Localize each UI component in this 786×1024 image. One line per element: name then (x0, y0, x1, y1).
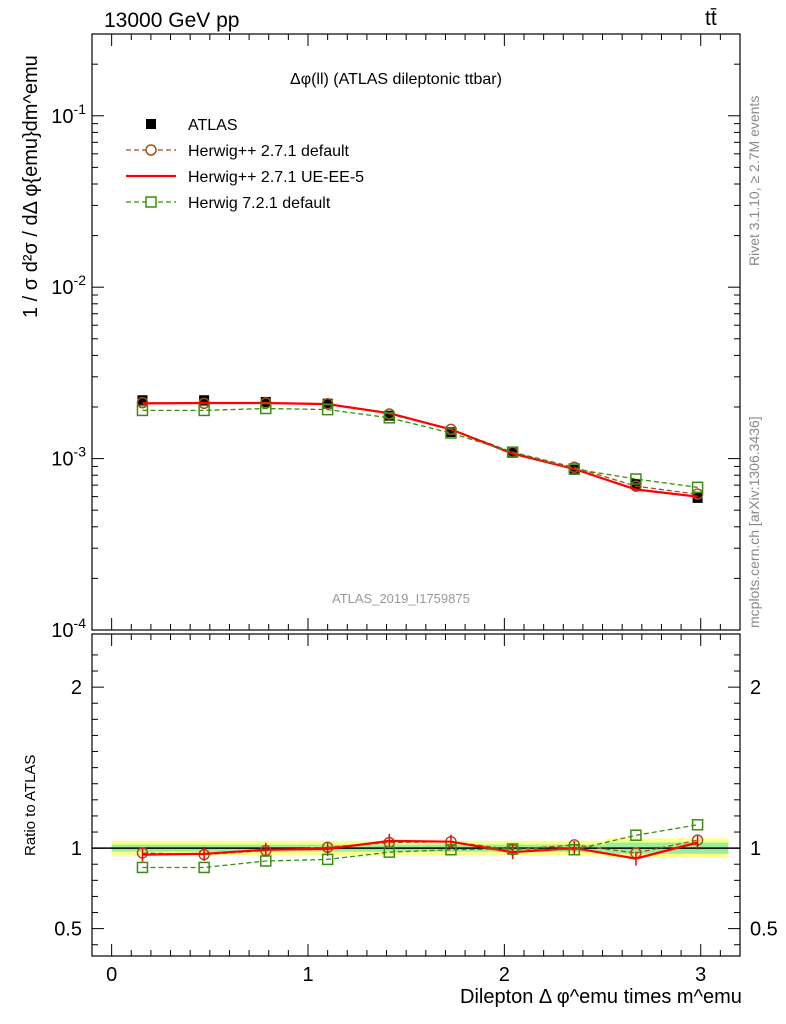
ratio-y-tick-label-right: 1 (750, 838, 761, 860)
ratio-herwig7-marker (568, 843, 581, 856)
ratio-x-tick-label: 2 (499, 964, 510, 986)
ratio-y-tick-label-left: 2 (71, 677, 82, 699)
ratio-herwig7-marker (260, 855, 272, 867)
rivet-label: Rivet 3.1.10, ≥ 2.7M events (746, 95, 762, 266)
herwig-default-marker (691, 488, 704, 500)
ratio-y-tick-label-left: 1 (71, 838, 82, 860)
atlas-data-point (507, 446, 518, 457)
herwig7-marker (691, 481, 704, 494)
process-label: tt̄ (705, 7, 717, 30)
herwig7-marker (321, 403, 334, 416)
atlas-data-point (445, 426, 456, 437)
ratio-herwig7-marker (445, 843, 457, 856)
ratio-y-tick-label-right: 2 (750, 677, 761, 699)
chart-title: Δφ(ll) (ATLAS dileptonic ttbar) (290, 71, 502, 88)
herwig7-marker (568, 463, 581, 475)
main-y-axis-label: 1 / σ d²σ / dΔ φ{emu}dm^emu (20, 55, 42, 318)
legend-label: ATLAS (188, 117, 238, 134)
ratio-x-tick-label: 3 (695, 964, 706, 986)
legend-square-marker (145, 196, 157, 208)
ratio-plot-frame (91, 633, 741, 957)
main-y-tick-label: 10-2 (51, 272, 86, 299)
ratio-herwig7-marker (198, 861, 210, 874)
ratio-herwig7-marker (691, 819, 704, 831)
herwig7-marker (383, 412, 396, 424)
ratio-y-tick-label-left: 0.5 (54, 919, 82, 941)
ratio-x-tick-label: 1 (302, 964, 313, 986)
main-y-tick-label: 10-1 (51, 101, 86, 128)
atlas-data-point (384, 410, 395, 421)
main-series-line-herwig-2-7-1-ue-ee-5 (142, 401, 698, 498)
herwig7-marker (445, 427, 457, 439)
ratio-series-line (142, 839, 698, 860)
ratio-herwig7-marker (136, 861, 149, 874)
herwig7-marker (630, 473, 642, 485)
legend-label: Herwig++ 2.7.1 default (188, 143, 350, 160)
ratio-herwig7-marker (383, 846, 396, 858)
mcplots-label: mcplots.cern.ch [arXiv:1306.3436] (746, 416, 762, 628)
main-series-line-herwig-7-2-1-default (142, 407, 698, 488)
ratio-series-line (142, 824, 698, 869)
x-axis-label: Dilepton Δ φ^emu times m^emu (460, 986, 742, 1008)
ratio-y-axis-label: Ratio to ATLAS (22, 754, 39, 856)
legend-atlas-marker (146, 119, 156, 129)
main-y-tick-label: 10-4 (51, 615, 86, 642)
main-y-tick-label: 10-3 (51, 444, 86, 471)
legend-circle-marker (145, 144, 157, 156)
herwig7-marker (198, 404, 210, 417)
herwig7-marker (506, 446, 519, 458)
ratio-herwig7-marker (630, 829, 642, 841)
ratio-x-tick-label: 0 (106, 964, 117, 986)
energy-label: 13000 GeV pp (104, 9, 240, 32)
main-plot-frame (91, 33, 741, 631)
legend-label: Herwig 7.2.1 default (188, 195, 331, 212)
watermark: ATLAS_2019_I1759875 (332, 591, 470, 606)
legend-label: Herwig++ 2.7.1 UE-EE-5 (188, 169, 364, 186)
herwig7-marker (260, 402, 272, 415)
ratio-y-tick-label-right: 0.5 (750, 919, 778, 941)
herwig-default-marker (630, 480, 642, 492)
main-series-line-herwig-2-7-1-default (142, 402, 698, 495)
atlas-data-point (692, 492, 703, 503)
ratio-herwig7-marker (321, 853, 334, 866)
atlas-data-point (137, 395, 148, 406)
herwig7-marker (136, 404, 149, 417)
atlas-data-point (199, 395, 210, 406)
ratio-herwig7-marker (506, 843, 519, 855)
